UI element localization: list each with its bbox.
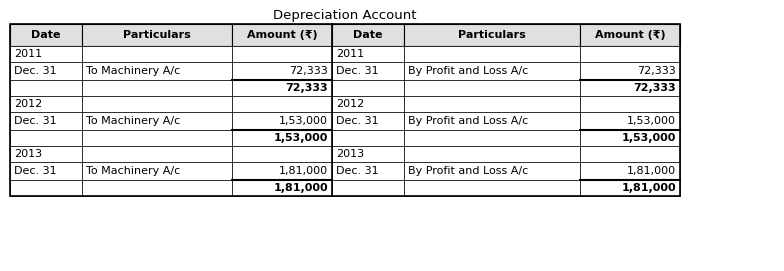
Text: Dec. 31: Dec. 31 [336,116,379,126]
Bar [332,130,404,146]
Bar [10,80,82,96]
Text: 72,333: 72,333 [633,83,676,93]
Bar [232,146,332,162]
Bar [580,62,680,80]
Text: 1,81,000: 1,81,000 [279,166,328,176]
Bar [580,130,680,146]
Text: 2011: 2011 [14,49,42,59]
Bar [404,46,580,62]
Bar [404,112,580,130]
Bar [82,112,232,130]
Text: 2013: 2013 [336,149,364,159]
Bar [580,146,680,162]
Bar [232,80,332,96]
Bar [580,24,680,46]
Text: 2013: 2013 [14,149,42,159]
Text: To Machinery A/c: To Machinery A/c [86,166,180,176]
Text: 1,53,000: 1,53,000 [274,133,328,143]
Bar [332,146,404,162]
Text: Depreciation Account: Depreciation Account [274,9,417,22]
Text: 1,81,000: 1,81,000 [274,183,328,193]
Bar [232,24,332,46]
Bar [232,180,332,196]
Bar [404,162,580,180]
Bar [82,146,232,162]
Bar [332,96,404,112]
Bar [332,112,404,130]
Bar [332,62,404,80]
Text: 1,53,000: 1,53,000 [627,116,676,126]
Bar [10,180,82,196]
Bar [580,112,680,130]
Text: Date: Date [354,30,383,40]
Bar [232,96,332,112]
Text: 1,53,000: 1,53,000 [279,116,328,126]
Text: By Profit and Loss A/c: By Profit and Loss A/c [408,66,528,76]
Text: 2012: 2012 [336,99,365,109]
Text: 2011: 2011 [336,49,364,59]
Bar [10,46,82,62]
Text: Date: Date [31,30,60,40]
Text: To Machinery A/c: To Machinery A/c [86,116,180,126]
Text: 1,81,000: 1,81,000 [622,183,676,193]
Bar [580,46,680,62]
Bar [10,62,82,80]
Text: Particulars: Particulars [458,30,526,40]
Bar [82,96,232,112]
Bar [82,62,232,80]
Bar [10,112,82,130]
Bar [404,24,580,46]
Bar [580,80,680,96]
Bar [232,130,332,146]
Bar [404,180,580,196]
Bar [10,146,82,162]
Bar [404,96,580,112]
Text: 2012: 2012 [14,99,42,109]
Bar [580,180,680,196]
Text: By Profit and Loss A/c: By Profit and Loss A/c [408,166,528,176]
Bar [404,130,580,146]
Bar [82,24,232,46]
Bar [232,162,332,180]
Text: Dec. 31: Dec. 31 [14,166,56,176]
Bar [404,146,580,162]
Text: Dec. 31: Dec. 31 [14,116,56,126]
Bar [82,130,232,146]
Bar [332,162,404,180]
Bar [332,46,404,62]
Bar [82,80,232,96]
Bar [332,180,404,196]
Bar [82,162,232,180]
Text: 72,333: 72,333 [285,83,328,93]
Bar [10,24,680,196]
Bar [232,46,332,62]
Text: Particulars: Particulars [123,30,191,40]
Text: To Machinery A/c: To Machinery A/c [86,66,180,76]
Bar [332,80,404,96]
Bar [404,80,580,96]
Text: Dec. 31: Dec. 31 [336,166,379,176]
Text: By Profit and Loss A/c: By Profit and Loss A/c [408,116,528,126]
Text: Amount (₹): Amount (₹) [247,30,318,40]
Text: 1,53,000: 1,53,000 [622,133,676,143]
Bar [82,46,232,62]
Text: Amount (₹): Amount (₹) [595,30,666,40]
Bar [232,112,332,130]
Text: 1,81,000: 1,81,000 [627,166,676,176]
Bar [580,162,680,180]
Text: Dec. 31: Dec. 31 [14,66,56,76]
Bar [82,180,232,196]
Text: 72,333: 72,333 [289,66,328,76]
Text: Dec. 31: Dec. 31 [336,66,379,76]
Text: 72,333: 72,333 [637,66,676,76]
Bar [580,96,680,112]
Bar [232,62,332,80]
Bar [10,96,82,112]
Bar [10,24,82,46]
Bar [10,162,82,180]
Bar [404,62,580,80]
Bar [332,24,404,46]
Bar [10,130,82,146]
